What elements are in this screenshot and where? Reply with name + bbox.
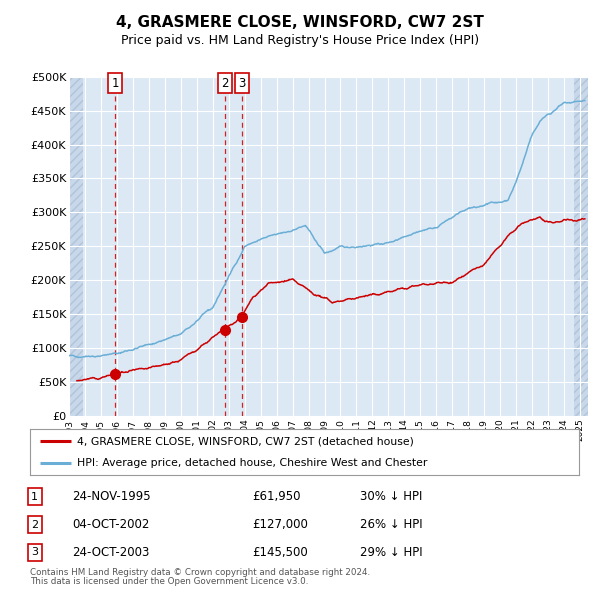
Bar <box>69 77 83 416</box>
Text: This data is licensed under the Open Government Licence v3.0.: This data is licensed under the Open Gov… <box>30 577 308 586</box>
Text: 2: 2 <box>31 520 38 529</box>
Text: 26% ↓ HPI: 26% ↓ HPI <box>360 518 422 531</box>
Text: 4, GRASMERE CLOSE, WINSFORD, CW7 2ST: 4, GRASMERE CLOSE, WINSFORD, CW7 2ST <box>116 15 484 30</box>
Text: 3: 3 <box>31 548 38 557</box>
Text: HPI: Average price, detached house, Cheshire West and Chester: HPI: Average price, detached house, Ches… <box>77 457 427 467</box>
Text: 29% ↓ HPI: 29% ↓ HPI <box>360 546 422 559</box>
Text: 30% ↓ HPI: 30% ↓ HPI <box>360 490 422 503</box>
Text: £127,000: £127,000 <box>252 518 308 531</box>
Text: 3: 3 <box>238 77 245 90</box>
Text: 24-NOV-1995: 24-NOV-1995 <box>72 490 151 503</box>
Text: 24-OCT-2003: 24-OCT-2003 <box>72 546 149 559</box>
Text: Contains HM Land Registry data © Crown copyright and database right 2024.: Contains HM Land Registry data © Crown c… <box>30 568 370 577</box>
Text: £145,500: £145,500 <box>252 546 308 559</box>
Text: 1: 1 <box>31 492 38 502</box>
Text: 2: 2 <box>221 77 229 90</box>
Text: 1: 1 <box>112 77 119 90</box>
Bar <box>574 77 588 416</box>
Text: 04-OCT-2002: 04-OCT-2002 <box>72 518 149 531</box>
Text: £61,950: £61,950 <box>252 490 301 503</box>
Text: 4, GRASMERE CLOSE, WINSFORD, CW7 2ST (detached house): 4, GRASMERE CLOSE, WINSFORD, CW7 2ST (de… <box>77 437 413 447</box>
Text: Price paid vs. HM Land Registry's House Price Index (HPI): Price paid vs. HM Land Registry's House … <box>121 34 479 47</box>
